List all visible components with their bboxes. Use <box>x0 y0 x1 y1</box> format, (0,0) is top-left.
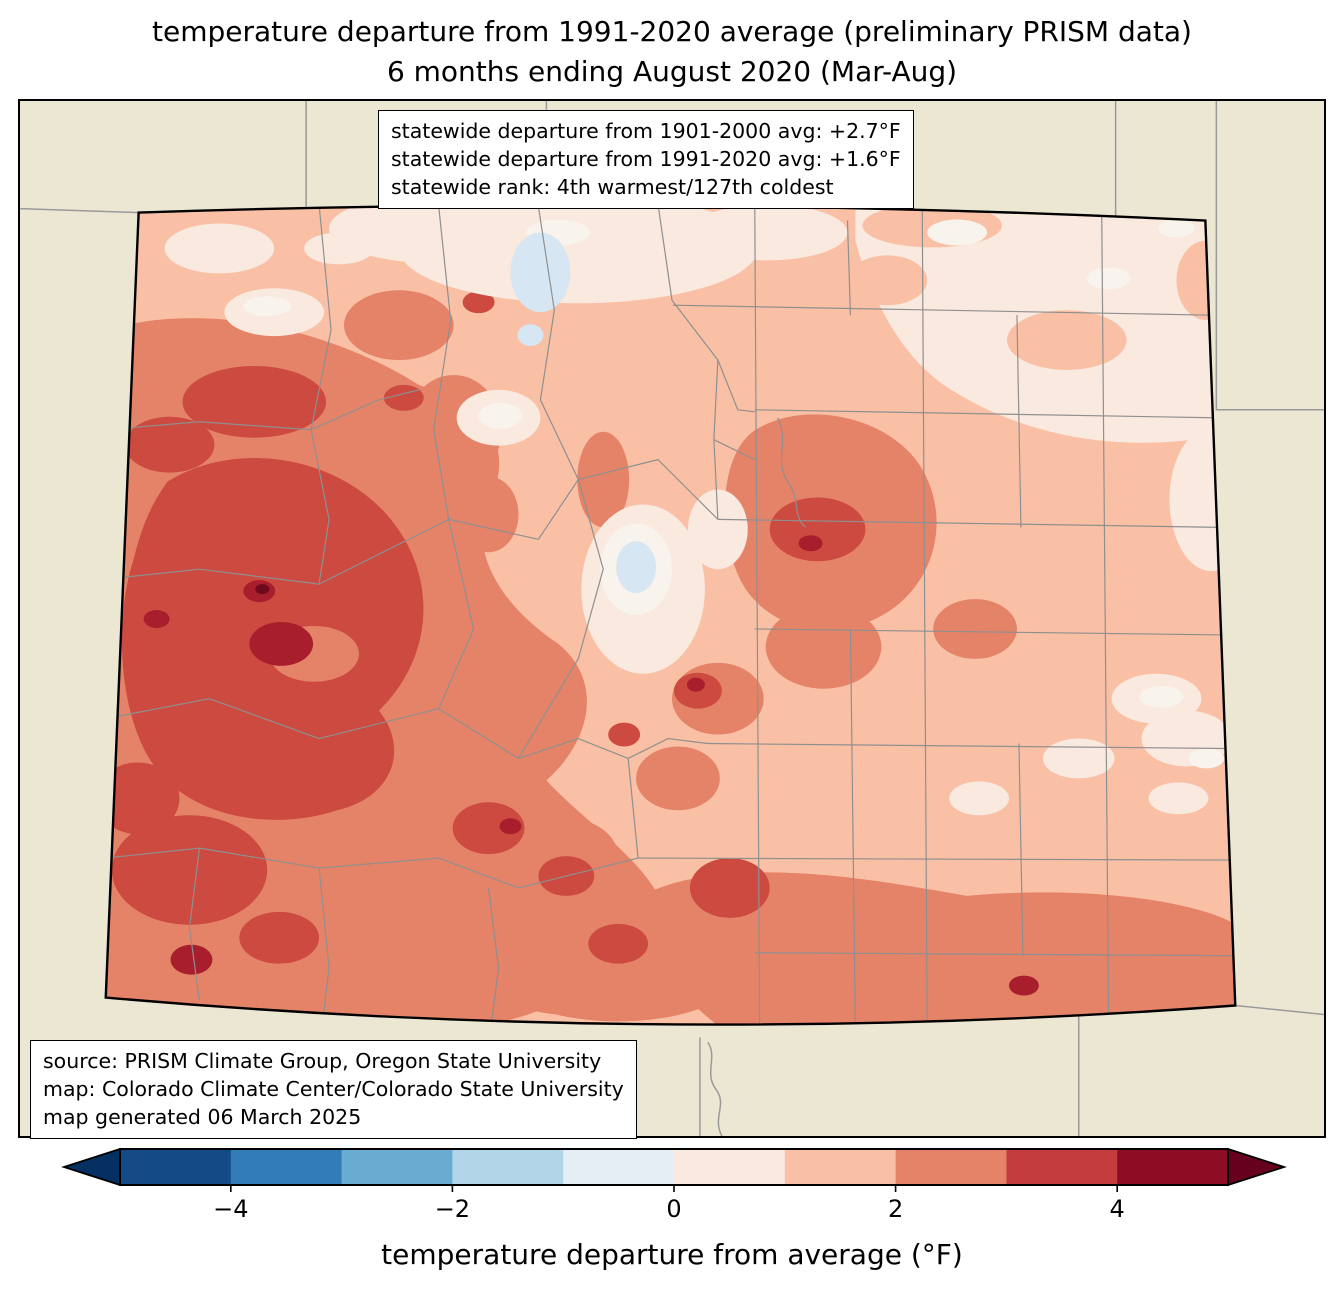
source-line: source: PRISM Climate Group, Oregon Stat… <box>43 1049 602 1073</box>
stats-line-1901-2000: statewide departure from 1901-2000 avg: … <box>391 119 901 143</box>
map-credit-line: map: Colorado Climate Center/Colorado St… <box>43 1077 624 1102</box>
stats-line-rank: statewide rank: 4th warmest/127th coldes… <box>391 175 834 200</box>
neighbor-state-borders <box>20 101 1324 1136</box>
source-credit-box: source: PRISM Climate Group, Oregon Stat… <box>30 1040 637 1140</box>
colorbar-axis-label: temperature departure from average (°F) <box>381 1238 963 1271</box>
anomaly-hot-spots <box>143 535 1039 996</box>
colorbar-tickmarks <box>230 1185 1118 1192</box>
temperature-anomaly-field <box>105 205 1236 1025</box>
colorbar-tick-label: 2 <box>887 1195 904 1223</box>
colorbar-tick-label: 4 <box>1109 1195 1125 1223</box>
statewide-stats-box: statewide departure from 1901-2000 avg: … <box>378 110 914 210</box>
map-title-line1: temperature departure from 1991-2020 ave… <box>152 15 1192 48</box>
anomaly-hottest-core <box>255 584 270 595</box>
colorbar-tick-labels: −4 −2 0 2 4 <box>0 1195 1344 1227</box>
county-borders <box>105 205 1233 1025</box>
anomaly-cool-pockets <box>510 232 657 594</box>
colorbar-segments <box>120 1149 1229 1185</box>
colorbar-tick-label: 0 <box>666 1195 682 1223</box>
stats-line-1991-2020: statewide departure from 1991-2020 avg: … <box>391 147 901 172</box>
colorbar-tick-label: −2 <box>434 1195 471 1223</box>
map-axes-frame <box>18 99 1326 1138</box>
colorbar-under-arrow <box>61 1147 121 1187</box>
colorbar-tick-label: −4 <box>213 1195 249 1223</box>
map-title-line2: 6 months ending August 2020 (Mar-Aug) <box>386 55 958 88</box>
colorbar <box>61 1147 1287 1192</box>
colorado-anomaly-map <box>20 101 1324 1136</box>
generated-date-line: map generated 06 March 2025 <box>43 1105 362 1130</box>
colorbar-over-arrow <box>1227 1147 1287 1187</box>
